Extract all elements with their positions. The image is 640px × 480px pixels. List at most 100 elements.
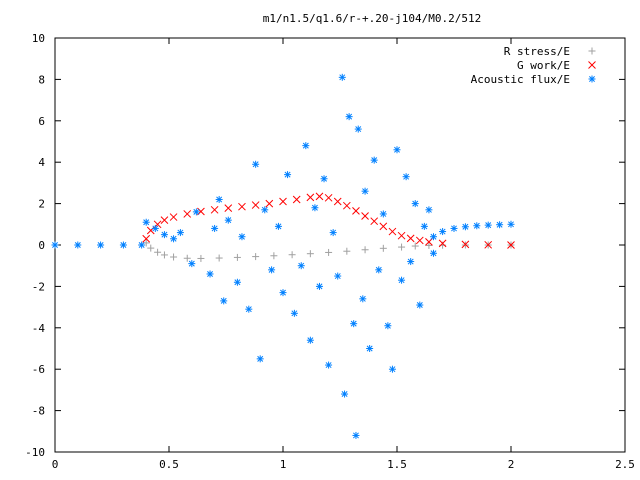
data-point	[352, 431, 360, 439]
data-point	[183, 254, 191, 262]
data-point	[461, 223, 469, 231]
data-point	[398, 276, 406, 284]
data-point	[210, 205, 219, 214]
data-point	[288, 251, 296, 259]
data-point	[429, 249, 437, 257]
data-point	[411, 242, 419, 250]
y-tick-label: -10	[25, 446, 45, 459]
x-tick-label: 1	[280, 458, 287, 471]
y-tick-label: -8	[32, 405, 45, 418]
data-point	[407, 258, 415, 266]
data-point	[379, 210, 387, 218]
series-g-work-e	[142, 192, 515, 249]
legend-label: R stress/E	[504, 45, 570, 58]
data-point	[473, 222, 481, 230]
data-point	[51, 241, 59, 249]
data-point	[333, 197, 342, 206]
data-point	[279, 289, 287, 297]
data-point	[315, 282, 323, 290]
data-point	[397, 231, 406, 240]
data-point	[97, 241, 105, 249]
series-acoustic-flux-e	[51, 73, 515, 439]
data-point	[325, 248, 333, 256]
data-point	[220, 297, 228, 305]
data-point	[388, 227, 397, 236]
data-point	[274, 222, 282, 230]
data-point	[290, 309, 298, 317]
data-point	[151, 224, 159, 232]
data-point	[192, 208, 200, 216]
data-point	[450, 224, 458, 232]
data-point	[170, 235, 178, 243]
y-tick-label: -4	[32, 322, 46, 335]
data-point	[306, 336, 314, 344]
data-point	[224, 216, 232, 224]
data-point	[345, 113, 353, 121]
data-point	[370, 217, 379, 226]
data-point	[375, 266, 383, 274]
data-point	[315, 192, 324, 201]
data-point	[329, 229, 337, 237]
x-tick-label: 2	[508, 458, 515, 471]
data-point	[343, 247, 351, 255]
data-point	[411, 200, 419, 208]
data-point	[238, 233, 246, 241]
y-tick-label: 8	[38, 73, 45, 86]
data-point	[416, 301, 424, 309]
data-point	[393, 146, 401, 154]
data-point	[160, 251, 168, 259]
data-point	[350, 320, 358, 328]
data-point	[429, 233, 437, 241]
data-point	[147, 244, 155, 252]
data-point	[256, 355, 264, 363]
data-point	[438, 239, 447, 248]
data-point	[425, 241, 433, 249]
data-point	[425, 206, 433, 214]
data-point	[361, 212, 369, 220]
y-tick-label: 4	[38, 156, 45, 169]
data-point	[306, 193, 315, 202]
data-point	[251, 201, 260, 209]
data-point	[279, 197, 287, 206]
data-point	[142, 234, 151, 243]
data-point	[507, 220, 515, 228]
data-point	[292, 195, 301, 204]
data-point	[197, 254, 205, 262]
data-point	[261, 206, 269, 214]
data-point	[306, 250, 314, 258]
x-tick-label: 1.5	[387, 458, 407, 471]
data-point	[342, 201, 351, 210]
data-point	[284, 171, 292, 179]
data-point	[160, 216, 169, 225]
data-point	[215, 195, 223, 203]
axis-ticks: 0 0.5 1 1.5 2 2.5 10 8 6 4 2 0 -2 -4 -6 -8 -10	[25, 32, 635, 471]
legend-marker	[588, 61, 596, 69]
data-point	[142, 218, 150, 226]
data-point	[169, 213, 178, 221]
y-tick-label: -2	[32, 280, 45, 293]
series-group	[51, 73, 515, 439]
legend-label: Acoustic flux/E	[471, 73, 570, 86]
chart-title: m1/n1.5/q1.6/r-+.20-j104/M0.2/512	[263, 12, 482, 25]
data-point	[252, 253, 260, 261]
data-point	[359, 295, 367, 303]
legend-marker	[588, 75, 596, 83]
data-point	[311, 204, 319, 212]
y-tick-label: -6	[32, 363, 45, 376]
data-point	[338, 73, 346, 81]
data-point	[361, 187, 369, 195]
y-tick-label: 0	[38, 239, 45, 252]
data-point	[206, 270, 214, 278]
data-point	[354, 125, 362, 133]
data-point	[325, 361, 333, 369]
data-point	[268, 266, 276, 274]
data-point	[361, 246, 369, 254]
data-point	[224, 204, 233, 213]
data-point	[352, 206, 360, 215]
y-tick-label: 10	[32, 32, 45, 45]
data-point	[334, 272, 342, 280]
data-point	[379, 244, 387, 252]
data-point	[439, 228, 447, 236]
data-point	[370, 156, 378, 164]
